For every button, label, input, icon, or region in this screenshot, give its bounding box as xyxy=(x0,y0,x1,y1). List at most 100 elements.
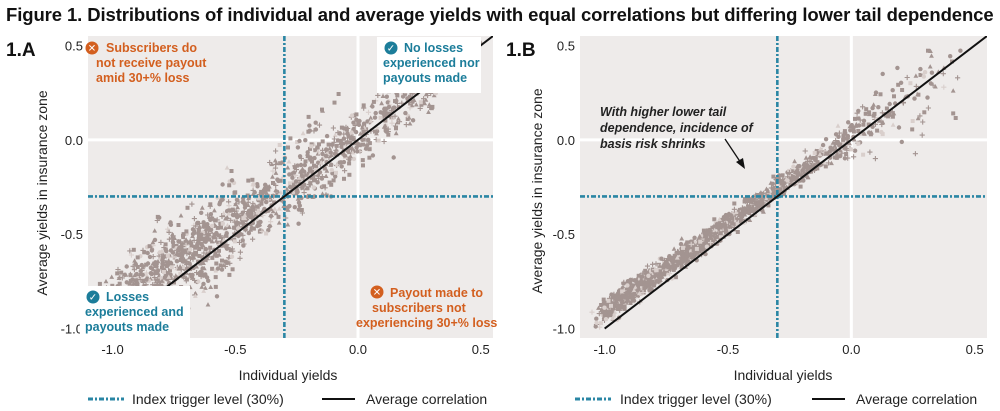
scatter-point xyxy=(876,105,881,110)
scatter-point xyxy=(916,92,921,97)
scatter-point xyxy=(361,129,366,134)
scatter-point xyxy=(156,253,162,259)
scatter-point xyxy=(273,148,279,154)
scatter-point xyxy=(743,210,749,215)
scatter-point xyxy=(363,146,369,151)
scatter-point xyxy=(329,162,334,167)
scatter-point xyxy=(863,111,868,116)
scatter-point xyxy=(215,225,220,230)
panel-b-ticks: -1.0 -0.5 0.0 0.5 0.5 0.0 -0.5 -1.0 xyxy=(553,38,984,357)
scatter-point xyxy=(163,242,168,247)
scatter-point xyxy=(685,240,690,245)
scatter-point xyxy=(419,102,424,107)
annotation-line: experienced and xyxy=(85,305,184,319)
scatter-point xyxy=(327,180,332,185)
scatter-point xyxy=(349,130,354,135)
scatter-point xyxy=(602,305,607,310)
scatter-point xyxy=(661,271,667,276)
scatter-point xyxy=(268,219,274,225)
scatter-point xyxy=(620,300,625,304)
scatter-point xyxy=(222,225,228,231)
scatter-point xyxy=(671,267,676,272)
scatter-point xyxy=(844,136,849,141)
scatter-point xyxy=(679,236,685,241)
annotation-line: experienced nor xyxy=(383,56,480,70)
scatter-point xyxy=(128,271,133,276)
scatter-point xyxy=(802,148,808,154)
scatter-point xyxy=(926,48,930,53)
scatter-point xyxy=(830,140,836,145)
scatter-point xyxy=(176,239,181,244)
scatter-point xyxy=(166,229,172,235)
scatter-point xyxy=(367,155,372,160)
scatter-point xyxy=(234,197,240,202)
scatter-point xyxy=(201,250,207,256)
scatter-point xyxy=(317,170,323,175)
scatter-point xyxy=(770,181,775,186)
scatter-point xyxy=(636,286,642,292)
scatter-point xyxy=(801,178,806,183)
annotation-line: payouts made xyxy=(85,320,169,334)
scatter-point xyxy=(332,100,337,105)
scatter-point xyxy=(286,145,290,150)
scatter-point xyxy=(659,274,665,279)
scatter-point xyxy=(147,254,153,260)
panel-b-label: 1.B xyxy=(506,40,536,61)
scatter-point xyxy=(860,104,866,110)
scatter-point xyxy=(306,176,312,182)
scatter-point xyxy=(191,254,197,260)
scatter-point xyxy=(747,203,753,209)
scatter-point xyxy=(357,143,362,148)
scatter-point xyxy=(261,189,266,194)
scatter-point xyxy=(297,154,303,159)
scatter-point xyxy=(851,129,856,134)
scatter-point xyxy=(727,224,732,229)
scatter-point xyxy=(807,154,813,159)
scatter-point xyxy=(278,161,283,166)
scatter-point xyxy=(742,207,747,212)
scatter-point xyxy=(870,105,875,111)
scatter-point xyxy=(207,214,212,219)
scatter-point xyxy=(851,137,857,142)
scatter-point xyxy=(233,208,239,214)
scatter-point xyxy=(880,132,885,137)
scatter-point xyxy=(228,248,233,253)
scatter-point xyxy=(241,208,247,215)
scatter-point xyxy=(191,216,197,222)
scatter-point xyxy=(856,129,861,133)
scatter-point xyxy=(749,206,754,211)
scatter-point xyxy=(361,137,366,142)
scatter-point xyxy=(737,207,742,212)
scatter-point xyxy=(832,155,837,160)
scatter-point xyxy=(670,265,675,270)
scatter-point xyxy=(229,254,235,259)
scatter-point xyxy=(218,263,223,268)
scatter-point xyxy=(797,163,802,169)
scatter-point xyxy=(161,267,166,272)
scatter-point xyxy=(303,138,308,143)
scatter-point xyxy=(890,88,895,93)
scatter-point xyxy=(403,122,409,128)
scatter-point xyxy=(689,252,694,257)
scatter-point xyxy=(637,290,642,296)
scatter-point xyxy=(845,133,851,139)
scatter-point xyxy=(694,246,699,251)
scatter-point xyxy=(196,220,201,226)
scatter-point xyxy=(273,210,279,216)
scatter-point xyxy=(866,122,871,127)
scatter-point xyxy=(661,265,666,270)
panel-a-xlabel: Individual yields xyxy=(239,367,338,383)
scatter-point xyxy=(338,140,343,146)
scatter-point xyxy=(724,231,729,236)
scatter-point xyxy=(287,184,293,190)
scatter-point xyxy=(192,245,198,250)
scatter-point xyxy=(723,222,729,228)
scatter-point xyxy=(854,110,860,116)
scatter-point xyxy=(256,196,261,201)
scatter-point xyxy=(814,149,819,153)
scatter-point xyxy=(149,248,155,253)
scatter-point xyxy=(231,225,237,230)
scatter-point xyxy=(344,127,349,132)
scatter-point xyxy=(303,159,308,164)
scatter-point xyxy=(176,223,181,227)
